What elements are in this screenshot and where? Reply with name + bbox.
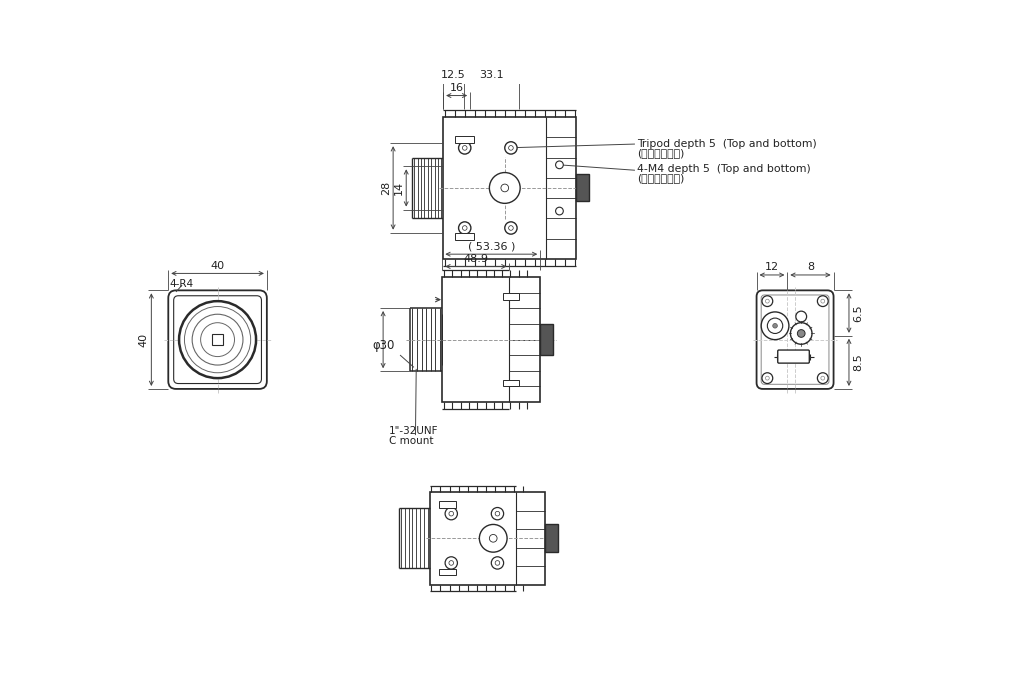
Text: 1"-32UNF: 1"-32UNF xyxy=(388,426,438,436)
Text: (対面同一形状): (対面同一形状) xyxy=(638,173,685,183)
Bar xyxy=(504,293,519,300)
Text: 4-R4: 4-R4 xyxy=(170,279,194,289)
Bar xyxy=(439,569,456,575)
Bar xyxy=(577,174,589,202)
Bar xyxy=(454,136,474,144)
Text: 28: 28 xyxy=(381,181,391,195)
Text: 33.1: 33.1 xyxy=(479,70,504,80)
Bar xyxy=(212,335,222,345)
Text: 12.5: 12.5 xyxy=(441,70,466,80)
Circle shape xyxy=(790,323,812,344)
Circle shape xyxy=(761,312,789,340)
Bar xyxy=(540,324,552,355)
Circle shape xyxy=(458,222,471,234)
Bar xyxy=(430,492,545,584)
FancyBboxPatch shape xyxy=(174,295,262,384)
Circle shape xyxy=(505,222,517,234)
Bar xyxy=(454,232,474,240)
Circle shape xyxy=(491,508,504,520)
Circle shape xyxy=(821,376,825,380)
Text: 40: 40 xyxy=(139,332,148,346)
Text: 4-M4 depth 5  (Top and bottom): 4-M4 depth 5 (Top and bottom) xyxy=(638,164,811,174)
Text: 14: 14 xyxy=(394,181,405,195)
Circle shape xyxy=(505,141,517,154)
Circle shape xyxy=(462,146,467,150)
Circle shape xyxy=(449,511,453,516)
Circle shape xyxy=(201,323,235,356)
Circle shape xyxy=(193,314,243,365)
Circle shape xyxy=(495,511,500,516)
Text: 8: 8 xyxy=(806,262,814,272)
Circle shape xyxy=(765,299,769,303)
Bar xyxy=(439,501,456,508)
Text: 40: 40 xyxy=(210,260,225,271)
Bar xyxy=(504,379,519,386)
Circle shape xyxy=(772,323,778,328)
Circle shape xyxy=(555,161,563,169)
Circle shape xyxy=(818,372,828,384)
Circle shape xyxy=(501,184,509,192)
Circle shape xyxy=(509,146,513,150)
Circle shape xyxy=(767,318,783,333)
FancyBboxPatch shape xyxy=(168,290,267,389)
Circle shape xyxy=(495,561,500,566)
Text: 6.5: 6.5 xyxy=(853,304,863,322)
Text: 8.5: 8.5 xyxy=(853,354,863,371)
Circle shape xyxy=(445,508,457,520)
Circle shape xyxy=(462,225,467,230)
Circle shape xyxy=(491,556,504,569)
Circle shape xyxy=(179,301,256,378)
Text: Tripod depth 5  (Top and bottom): Tripod depth 5 (Top and bottom) xyxy=(638,139,817,149)
Text: C mount: C mount xyxy=(388,435,433,445)
Text: ( 53.36 ): ( 53.36 ) xyxy=(468,241,515,251)
Circle shape xyxy=(796,311,806,322)
Circle shape xyxy=(458,141,471,154)
Circle shape xyxy=(489,535,497,542)
Circle shape xyxy=(797,330,805,337)
Circle shape xyxy=(821,299,825,303)
Circle shape xyxy=(509,225,513,230)
Text: (対面同一形状): (対面同一形状) xyxy=(638,148,685,158)
Circle shape xyxy=(479,524,507,552)
FancyBboxPatch shape xyxy=(778,350,810,363)
Circle shape xyxy=(555,207,563,215)
Circle shape xyxy=(765,376,769,380)
Circle shape xyxy=(762,295,772,307)
Text: 12: 12 xyxy=(765,262,779,272)
Text: 16: 16 xyxy=(450,83,464,93)
Text: φ30: φ30 xyxy=(372,340,394,352)
Circle shape xyxy=(184,307,250,372)
Circle shape xyxy=(818,295,828,307)
Circle shape xyxy=(449,561,453,566)
FancyBboxPatch shape xyxy=(761,295,829,384)
Bar xyxy=(443,117,577,259)
Circle shape xyxy=(489,173,520,203)
Bar xyxy=(545,524,557,552)
Circle shape xyxy=(762,372,772,384)
Circle shape xyxy=(445,556,457,569)
Text: 48.9: 48.9 xyxy=(464,254,488,264)
FancyBboxPatch shape xyxy=(757,290,833,389)
Bar xyxy=(443,277,540,402)
